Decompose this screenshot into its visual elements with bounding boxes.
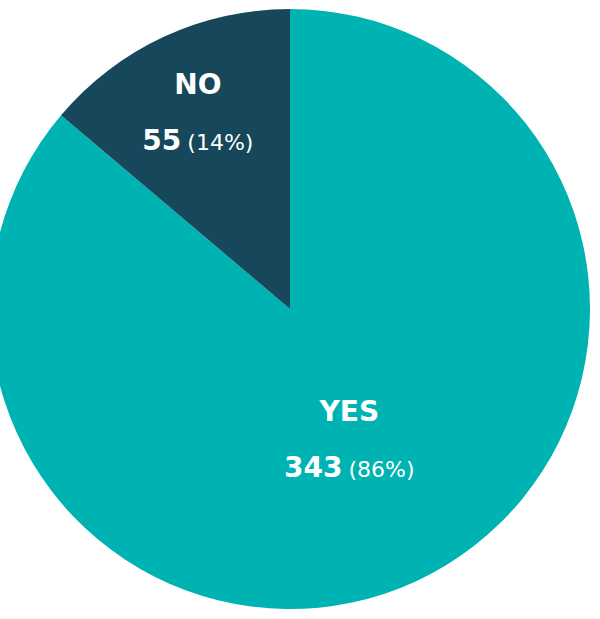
slice-label: NO 55(14%) [142,68,253,157]
pie [0,9,590,609]
value-label: 343(86%) [284,451,415,484]
pie-slice [61,9,290,309]
category-label: YES [319,395,380,428]
labels: YES 343(86%) NO 55(14%) [142,68,414,484]
chart: YES 343(86%) NO 55(14%) [0,0,600,619]
slice-label: YES 343(86%) [284,395,415,484]
pie-slice [0,9,590,609]
percentage-label: (14%) [187,130,253,155]
count-label: 343 [284,451,342,484]
count-label: 55 [142,124,181,157]
value-label: 55(14%) [142,124,253,157]
percentage-label: (86%) [348,457,414,482]
category-label: NO [174,68,221,101]
